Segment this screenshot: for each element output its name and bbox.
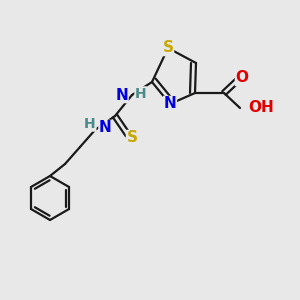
Text: S: S — [163, 40, 173, 56]
Text: N: N — [99, 121, 112, 136]
Text: O: O — [236, 70, 248, 86]
Text: H: H — [84, 117, 96, 131]
Text: OH: OH — [248, 100, 274, 116]
Text: N: N — [115, 88, 128, 103]
Text: S: S — [127, 130, 137, 146]
Text: N: N — [164, 97, 176, 112]
Text: H: H — [135, 87, 147, 101]
